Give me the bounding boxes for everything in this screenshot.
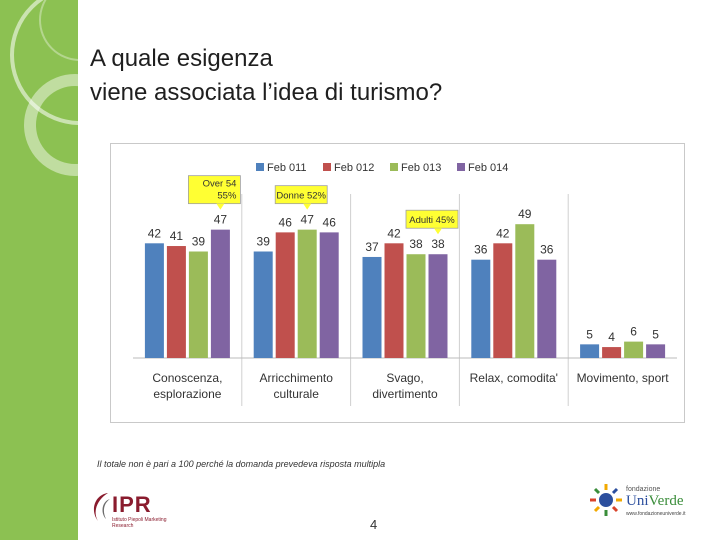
data-label-c0-s1: 41 bbox=[170, 229, 184, 243]
bar-c2-s3 bbox=[428, 254, 448, 358]
bar-c4-s0 bbox=[580, 344, 600, 358]
bar-chart: Feb 011 Feb 012 Feb 013 Feb 014 42 41 39 47 Cono… bbox=[133, 162, 677, 406]
callout-pointer-1 bbox=[303, 203, 312, 210]
univerde-sun-icon bbox=[590, 484, 622, 516]
legend-label-0: Feb 011 bbox=[267, 162, 307, 174]
bar-c0-s3 bbox=[210, 229, 230, 358]
sidebar-decoration bbox=[0, 0, 78, 540]
category-label-2-0: Svago, bbox=[386, 371, 423, 385]
bar-c3-s0 bbox=[471, 259, 491, 358]
ipr-logo: IPR Istituto Piepoli Marketing Research bbox=[88, 487, 168, 531]
callout-text-0-1: 55% bbox=[217, 191, 237, 202]
data-label-c3-s0: 36 bbox=[474, 243, 488, 257]
callout-text-0-0: Over 54 bbox=[203, 179, 237, 190]
slide-title: A quale esigenza viene associata l’idea … bbox=[90, 42, 442, 110]
data-label-c2-s3: 38 bbox=[431, 237, 445, 251]
category-label-0-0: Conoscenza, bbox=[152, 371, 222, 385]
legend-swatch-1 bbox=[323, 163, 331, 171]
callout-box-0 bbox=[188, 175, 241, 205]
univerde-verde: Verde bbox=[648, 493, 684, 509]
footnote: Il totale non è pari a 100 perché la dom… bbox=[97, 459, 386, 469]
univerde-small-label: fondazione bbox=[626, 486, 661, 493]
category-label-2-1: divertimento bbox=[372, 387, 438, 401]
legend-label-3: Feb 014 bbox=[468, 162, 508, 174]
legend-label-2: Feb 013 bbox=[401, 162, 441, 174]
bar-c3-s1 bbox=[493, 243, 513, 358]
bar-c0-s1 bbox=[166, 246, 186, 358]
page-number: 4 bbox=[370, 517, 378, 532]
bar-c2-s2 bbox=[406, 254, 426, 358]
callout-pointer-0 bbox=[216, 203, 225, 210]
data-label-c2-s1: 42 bbox=[387, 226, 401, 240]
bar-c1-s3 bbox=[319, 232, 339, 358]
chart-frame: Feb 011 Feb 012 Feb 013 Feb 014 42 41 39 47 Cono… bbox=[110, 143, 685, 423]
bar-c0-s0 bbox=[144, 243, 164, 358]
callout-box-1 bbox=[274, 185, 328, 205]
data-label-c1-s1: 46 bbox=[279, 215, 293, 229]
data-label-c1-s2: 47 bbox=[301, 213, 315, 227]
data-label-c4-s3: 5 bbox=[652, 327, 659, 341]
legend-swatch-2 bbox=[390, 163, 398, 171]
data-label-c3-s1: 42 bbox=[496, 226, 510, 240]
bar-c3-s2 bbox=[515, 224, 535, 358]
data-label-c1-s3: 46 bbox=[323, 215, 337, 229]
data-label-c0-s3: 47 bbox=[214, 213, 228, 227]
category-label-4-0: Movimento, sport bbox=[577, 371, 670, 385]
bar-c4-s3 bbox=[646, 344, 666, 358]
ipr-swirl-icon bbox=[93, 493, 110, 521]
legend-swatch-0 bbox=[256, 163, 264, 171]
callout-pointer-2 bbox=[434, 228, 442, 235]
data-label-c2-s0: 37 bbox=[365, 240, 379, 254]
univerde-uni: Uni bbox=[626, 493, 649, 509]
callout-1: Donne 52% bbox=[274, 185, 328, 210]
univerde-name: UniVerde bbox=[626, 493, 683, 510]
data-label-c0-s2: 39 bbox=[192, 234, 206, 248]
data-label-c1-s0: 39 bbox=[257, 234, 271, 248]
title-line-1: A quale esigenza bbox=[90, 45, 273, 72]
category-label-1-0: Arricchimento bbox=[260, 371, 334, 385]
title-line-2: viene associata l’idea di turismo? bbox=[90, 79, 443, 106]
univerde-logo: fondazione UniVerde www.fondazioneuniver… bbox=[588, 480, 700, 520]
legend-label-1: Feb 012 bbox=[334, 162, 374, 174]
category-label-1-1: culturale bbox=[274, 387, 320, 401]
data-label-c2-s2: 38 bbox=[409, 237, 423, 251]
data-label-c4-s1: 4 bbox=[608, 330, 615, 344]
callout-text-1-0: Donne 52% bbox=[276, 191, 326, 202]
callout-text-2-0: Adulti 45% bbox=[409, 215, 455, 226]
bar-c2-s1 bbox=[384, 243, 404, 358]
bar-c1-s0 bbox=[253, 251, 273, 358]
data-label-c0-s0: 42 bbox=[148, 226, 162, 240]
ipr-logo-subtitle: Istituto Piepoli Marketing Research bbox=[112, 517, 167, 529]
univerde-url: www.fondazioneuniverde.it bbox=[626, 511, 686, 517]
category-label-0-1: esplorazione bbox=[153, 387, 221, 401]
data-label-c4-s2: 6 bbox=[630, 325, 637, 339]
bar-c1-s1 bbox=[275, 232, 295, 358]
bar-c3-s3 bbox=[537, 259, 557, 358]
data-label-c3-s3: 36 bbox=[540, 243, 554, 257]
category-label-3-0: Relax, comodita' bbox=[470, 371, 558, 385]
ipr-logo-text: IPR bbox=[112, 492, 152, 517]
bar-c0-s2 bbox=[188, 251, 208, 358]
legend-swatch-3 bbox=[457, 163, 465, 171]
bar-c2-s0 bbox=[362, 256, 382, 358]
bar-c1-s2 bbox=[297, 229, 317, 358]
data-label-c4-s0: 5 bbox=[586, 327, 593, 341]
decorative-circles bbox=[10, 0, 78, 176]
bar-c4-s2 bbox=[624, 341, 644, 358]
callout-2: Adulti 45% bbox=[405, 209, 459, 235]
bar-c4-s1 bbox=[602, 347, 622, 358]
data-label-c3-s2: 49 bbox=[518, 207, 532, 221]
callout-box-2 bbox=[405, 209, 459, 229]
